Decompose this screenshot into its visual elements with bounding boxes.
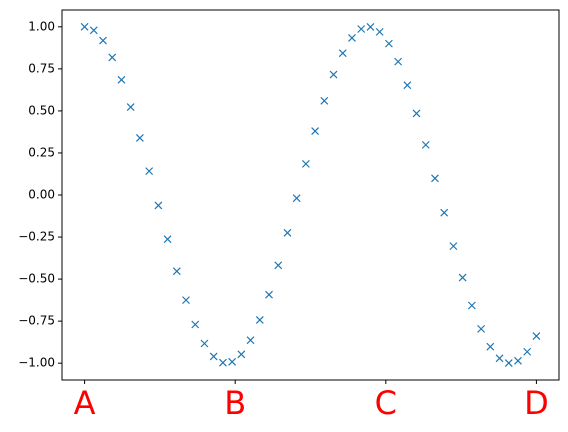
point	[126, 103, 135, 111]
point	[421, 140, 430, 149]
point	[255, 316, 264, 324]
point	[412, 109, 421, 118]
point	[274, 261, 283, 270]
point	[384, 39, 393, 48]
point	[163, 235, 172, 244]
x-tick-label: D	[524, 384, 549, 422]
point	[218, 358, 227, 367]
point	[486, 342, 495, 351]
point	[209, 352, 218, 361]
point	[458, 273, 467, 282]
point	[532, 332, 541, 341]
point	[99, 36, 107, 45]
point	[514, 356, 522, 365]
point	[135, 134, 144, 142]
point	[348, 33, 356, 42]
plot-frame	[61, 9, 560, 381]
y-tick-label: 0.00	[28, 188, 55, 202]
point	[200, 339, 209, 348]
point	[449, 242, 458, 251]
x-tick-label: C	[375, 384, 397, 422]
point	[172, 267, 181, 276]
point	[182, 296, 190, 305]
point	[394, 57, 403, 66]
point	[366, 23, 375, 31]
y-tick-label: −0.25	[18, 230, 55, 244]
point	[320, 96, 329, 105]
point	[145, 167, 154, 176]
point	[431, 174, 439, 183]
y-tick-label: −0.50	[18, 272, 55, 286]
x-tick-label: A	[74, 384, 96, 422]
y-tick-label: 0.50	[28, 103, 55, 117]
point	[191, 320, 200, 329]
point	[228, 357, 237, 366]
point	[357, 25, 366, 33]
point	[246, 336, 255, 345]
point	[467, 301, 476, 310]
y-tick-label: −1.00	[18, 356, 55, 370]
y-tick-label: 0.25	[28, 145, 55, 159]
point	[292, 194, 301, 203]
point	[237, 350, 246, 359]
point	[440, 208, 449, 217]
y-tick-label: 1.00	[28, 19, 55, 33]
point	[403, 81, 412, 90]
x-tick-label: B	[224, 384, 246, 422]
point	[495, 354, 504, 363]
point	[80, 22, 89, 31]
point	[108, 53, 117, 62]
point	[504, 359, 513, 367]
point	[283, 228, 292, 237]
point	[311, 127, 320, 136]
point	[329, 70, 338, 79]
point	[265, 290, 273, 299]
point	[117, 75, 126, 84]
point	[154, 201, 163, 210]
point	[523, 347, 532, 356]
y-tick-label: 0.75	[28, 61, 55, 75]
point	[477, 324, 486, 333]
point	[375, 27, 384, 36]
point	[301, 159, 310, 168]
point	[89, 26, 98, 35]
y-tick-label: −0.75	[18, 314, 55, 328]
point	[338, 49, 347, 58]
